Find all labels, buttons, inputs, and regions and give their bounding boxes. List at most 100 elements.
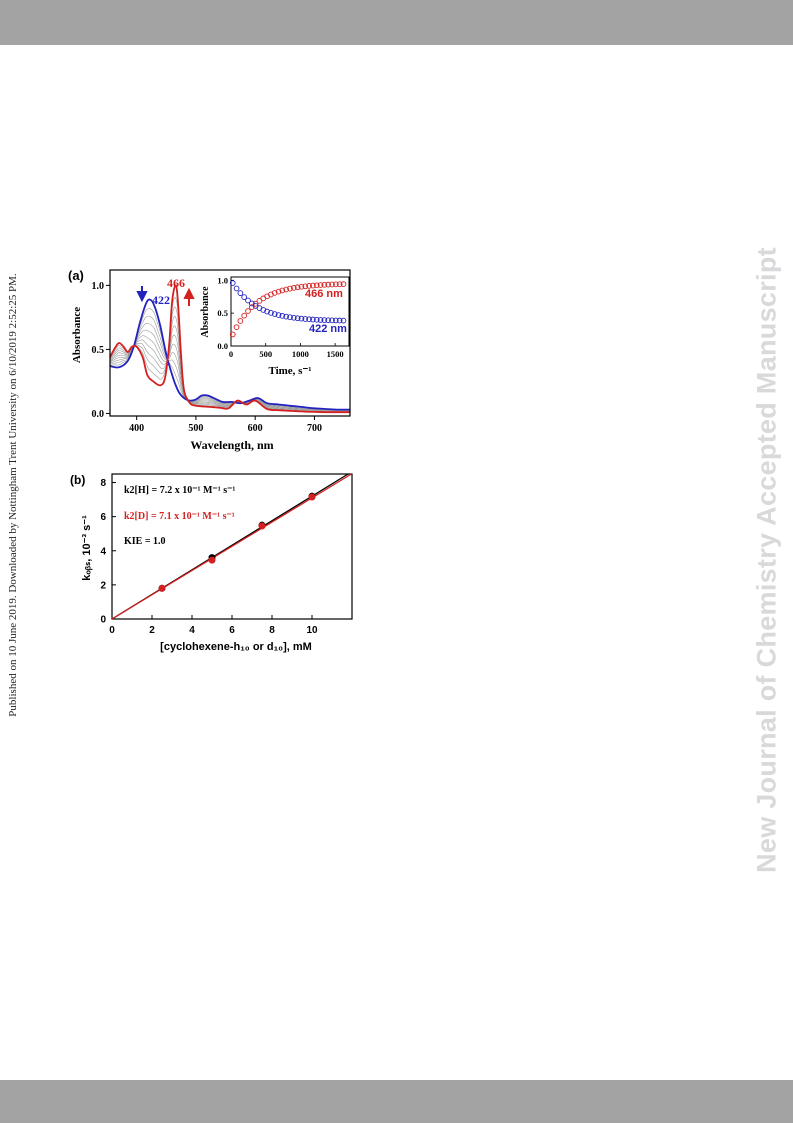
y-tick-label: 0.0 xyxy=(92,409,105,420)
b-x-tick-label: 6 xyxy=(229,625,235,636)
inset-point xyxy=(252,300,259,307)
inset-point xyxy=(271,311,278,317)
intermediate-trace xyxy=(109,316,350,412)
y-tick-label: 1.0 xyxy=(92,281,105,292)
panel-b-points xyxy=(158,492,316,592)
inset-x-tick-label: 1500 xyxy=(327,349,344,359)
inset-point xyxy=(229,331,236,338)
x-tick-label: 700 xyxy=(307,423,322,434)
inset-point xyxy=(237,318,244,324)
inset-point xyxy=(310,282,316,289)
inset-point xyxy=(325,317,332,324)
legend-k2h: k2[H] = 7.2 x 10⁻¹ M⁻¹ s⁻¹ xyxy=(124,485,235,496)
inset-point xyxy=(306,316,312,323)
panel-a-annotations: 422 466 xyxy=(136,276,195,307)
inset-point xyxy=(264,308,270,315)
inset-point xyxy=(248,300,255,307)
inset-point xyxy=(241,294,248,300)
decrease-arrow xyxy=(136,286,148,303)
footer-bar xyxy=(0,1080,793,1123)
inset-point xyxy=(302,283,309,290)
inset-axes: 0 500 1000 1500 0.0 0.5 1.0 xyxy=(217,275,343,359)
inset-point xyxy=(271,290,278,296)
inset-y-tick-label: 0.5 xyxy=(217,308,228,318)
panel-a-label: (a) xyxy=(68,268,84,283)
inset-point xyxy=(313,282,320,289)
inset-point xyxy=(313,316,320,323)
x-tick-label: 500 xyxy=(188,423,203,434)
inset-point xyxy=(298,315,305,322)
inset-point xyxy=(298,283,305,290)
panel-a-frame xyxy=(109,269,351,417)
y-tick-label: 0.5 xyxy=(92,345,105,356)
b-x-tick-label: 0 xyxy=(109,625,115,636)
inset-xlabel: Time, s⁻¹ xyxy=(268,365,311,377)
inset-point xyxy=(306,283,312,289)
inset-y-tick-label: 0.0 xyxy=(217,341,228,351)
inset-point xyxy=(233,324,240,331)
inset-point xyxy=(237,290,244,296)
panel-a-xlabel: Wavelength, nm xyxy=(190,438,273,452)
panel-b-xlabel: [cyclohexene-h₁₀ or d₁₀], mM xyxy=(160,641,312,653)
panel-b: (b) 0 2 4 6 8 10 0 2 4 6 8 k2[H] = 7.2 x 10⁻¹ M⁻¹ … xyxy=(70,473,353,653)
header-bar xyxy=(0,0,793,45)
inset-points xyxy=(229,280,347,338)
inset-point xyxy=(279,313,286,319)
inset-point xyxy=(268,310,274,316)
point-d xyxy=(308,493,316,501)
inset-point xyxy=(283,286,290,293)
inset-x-tick-label: 500 xyxy=(259,349,272,359)
intermediate-trace xyxy=(109,329,350,411)
inset-point xyxy=(321,281,328,288)
inset-legend-466: 466 nm xyxy=(305,288,343,300)
inset-point xyxy=(294,315,301,322)
b-x-tick-label: 8 xyxy=(269,625,275,636)
inset-point xyxy=(290,285,297,291)
inset-point xyxy=(275,288,282,295)
inset-point xyxy=(248,304,255,310)
point-d xyxy=(208,556,216,564)
inset-point xyxy=(321,317,328,323)
inset-point xyxy=(329,317,335,324)
panel-b-axes: 0 2 4 6 8 10 0 2 4 6 8 xyxy=(100,478,318,636)
legend-kie: KIE = 1.0 xyxy=(124,536,166,547)
panel-a: (a) Absorbance Wavelength, nm 400 500 600 7… xyxy=(68,268,351,452)
point-d xyxy=(258,522,266,530)
inset-point xyxy=(283,313,290,320)
inset-point xyxy=(317,317,324,323)
b-y-tick-label: 4 xyxy=(100,546,106,557)
inset-point xyxy=(241,312,248,319)
b-x-tick-label: 2 xyxy=(149,625,155,636)
inset-point xyxy=(332,281,339,288)
inset-point xyxy=(340,317,347,324)
intermediate-trace xyxy=(109,334,350,412)
panel-b-ylabel: kₒᵦₛ, 10⁻³ s⁻¹ xyxy=(81,515,93,581)
inset-point xyxy=(325,281,332,288)
b-y-tick-label: 2 xyxy=(100,580,106,591)
final-spectrum-line xyxy=(109,284,350,414)
inset-legend-422: 422 nm xyxy=(309,323,347,335)
inset-point xyxy=(287,314,293,321)
inset-point xyxy=(290,314,297,321)
panel-b-label: (b) xyxy=(70,473,85,487)
inset-point xyxy=(294,284,301,291)
point-d xyxy=(158,584,166,592)
panel-a-ylabel: Absorbance xyxy=(71,307,83,363)
inset-point xyxy=(329,281,335,288)
panel-a-series xyxy=(109,284,351,414)
inset-point xyxy=(245,297,251,304)
x-tick-label: 600 xyxy=(248,423,263,434)
b-y-tick-label: 6 xyxy=(100,512,106,523)
legend-k2d: k2[D] = 7.1 x 10⁻¹ M⁻¹ s⁻¹ xyxy=(124,511,235,522)
initial-spectrum-line xyxy=(109,298,351,411)
increase-arrow xyxy=(183,287,195,306)
peak-label-422: 422 xyxy=(152,293,170,307)
b-y-tick-label: 0 xyxy=(100,615,106,626)
inset-point xyxy=(332,317,339,324)
inset-point xyxy=(279,287,286,294)
b-x-tick-label: 4 xyxy=(189,625,195,636)
inset-ylabel: Absorbance xyxy=(200,286,211,338)
inset-x-tick-label: 1000 xyxy=(292,349,309,359)
inset-point xyxy=(287,285,293,292)
